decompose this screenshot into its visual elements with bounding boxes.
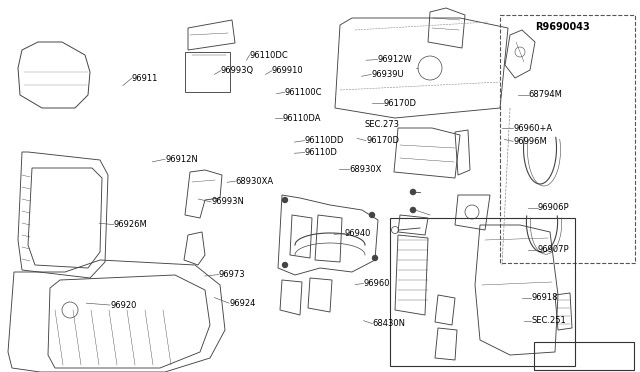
- Text: 68930X: 68930X: [349, 165, 382, 174]
- Text: 96912N: 96912N: [165, 155, 198, 164]
- Text: 96993Q: 96993Q: [221, 66, 254, 75]
- Text: 96926M: 96926M: [114, 220, 148, 229]
- Text: 96110DC: 96110DC: [250, 51, 289, 60]
- Circle shape: [282, 263, 287, 267]
- Circle shape: [410, 207, 416, 213]
- Text: 961100C: 961100C: [285, 88, 323, 97]
- Text: 96906P: 96906P: [538, 203, 569, 212]
- Text: 969910: 969910: [272, 66, 303, 75]
- Text: 96110DD: 96110DD: [305, 136, 344, 145]
- Text: 96939U: 96939U: [371, 70, 404, 79]
- Text: 96993N: 96993N: [211, 198, 244, 206]
- Circle shape: [410, 189, 416, 195]
- Text: 96920: 96920: [110, 301, 136, 310]
- Text: 96960: 96960: [364, 279, 390, 288]
- Text: R9690043: R9690043: [535, 22, 590, 32]
- Text: SEC.251: SEC.251: [531, 316, 566, 325]
- Text: 96960+A: 96960+A: [513, 124, 552, 133]
- Text: SEC.273: SEC.273: [365, 120, 400, 129]
- Bar: [500, 15, 635, 263]
- Text: 96110DA: 96110DA: [283, 114, 321, 123]
- Text: 96940: 96940: [344, 229, 371, 238]
- Text: 96996M: 96996M: [513, 137, 547, 146]
- Text: 96918: 96918: [531, 293, 557, 302]
- Text: 68430N: 68430N: [372, 319, 406, 328]
- Text: 68794M: 68794M: [529, 90, 563, 99]
- Text: 96170D: 96170D: [366, 136, 399, 145]
- Text: 96110D: 96110D: [305, 148, 337, 157]
- Circle shape: [372, 256, 378, 260]
- Text: 96912W: 96912W: [378, 55, 412, 64]
- Bar: [390, 218, 575, 366]
- Text: 96973: 96973: [219, 270, 246, 279]
- Text: 96907P: 96907P: [538, 246, 569, 254]
- Text: 96924: 96924: [229, 299, 255, 308]
- Circle shape: [369, 212, 374, 218]
- Circle shape: [282, 198, 287, 202]
- Text: 68930XA: 68930XA: [236, 177, 274, 186]
- Bar: [534, 342, 634, 370]
- Text: 96911: 96911: [132, 74, 158, 83]
- Text: 96170D: 96170D: [384, 99, 417, 108]
